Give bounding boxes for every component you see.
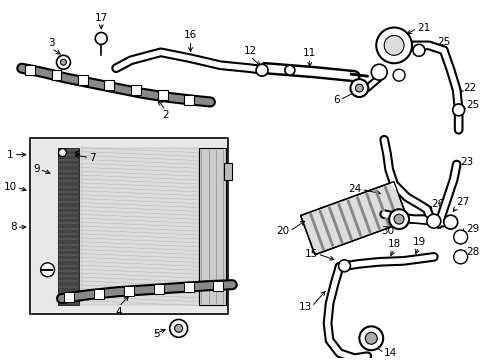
Text: 26: 26	[430, 199, 443, 209]
Bar	[154, 284, 163, 294]
Bar	[32, 140, 226, 312]
Circle shape	[285, 65, 294, 75]
Text: 3: 3	[48, 39, 55, 48]
Bar	[183, 95, 193, 105]
Text: 18: 18	[386, 239, 400, 249]
Text: 30: 30	[381, 226, 393, 236]
Text: 24: 24	[347, 184, 361, 194]
Circle shape	[393, 214, 403, 224]
Bar	[51, 70, 61, 80]
Circle shape	[370, 64, 386, 80]
Circle shape	[61, 59, 66, 65]
Circle shape	[392, 69, 404, 81]
Text: 14: 14	[384, 348, 397, 358]
Circle shape	[443, 215, 457, 229]
Text: 16: 16	[183, 30, 197, 40]
FancyArrow shape	[337, 203, 351, 239]
Bar	[104, 80, 114, 90]
Circle shape	[359, 327, 383, 350]
Circle shape	[57, 55, 70, 69]
Bar	[198, 148, 226, 305]
FancyArrow shape	[328, 207, 342, 243]
Text: 4: 4	[116, 306, 122, 316]
Circle shape	[375, 27, 411, 63]
FancyArrow shape	[374, 190, 389, 226]
Text: 23: 23	[460, 157, 473, 167]
Bar	[81, 148, 198, 305]
Text: 8: 8	[10, 222, 17, 232]
Text: 21: 21	[416, 23, 429, 33]
Bar	[58, 148, 79, 305]
Bar	[300, 181, 407, 255]
Bar	[213, 281, 223, 291]
Circle shape	[174, 324, 182, 332]
Circle shape	[350, 79, 367, 97]
Text: 10: 10	[4, 183, 17, 192]
Text: 28: 28	[466, 247, 479, 257]
Circle shape	[388, 209, 408, 229]
Circle shape	[59, 149, 66, 157]
FancyArrow shape	[384, 186, 398, 222]
FancyArrow shape	[365, 193, 380, 229]
Circle shape	[41, 263, 55, 277]
Text: 15: 15	[304, 249, 317, 259]
Bar	[30, 138, 228, 315]
Circle shape	[365, 332, 376, 344]
Circle shape	[426, 214, 440, 228]
Text: 25: 25	[466, 100, 479, 110]
Text: 1: 1	[7, 150, 14, 159]
Text: 2: 2	[162, 110, 169, 120]
Text: 9: 9	[33, 165, 40, 175]
Text: 12: 12	[243, 46, 256, 56]
Text: 6: 6	[332, 95, 339, 105]
Bar	[124, 286, 134, 296]
Text: 29: 29	[466, 224, 479, 234]
Bar	[158, 90, 167, 100]
Text: 11: 11	[303, 48, 316, 58]
Bar	[300, 181, 407, 255]
Bar	[131, 85, 141, 95]
Bar	[183, 282, 193, 292]
Circle shape	[256, 64, 267, 76]
FancyArrow shape	[319, 210, 333, 246]
Circle shape	[453, 230, 467, 244]
Circle shape	[355, 84, 363, 92]
Circle shape	[384, 35, 403, 55]
Bar	[78, 75, 88, 85]
Text: 25: 25	[436, 37, 449, 48]
Text: 7: 7	[89, 153, 96, 163]
Bar	[64, 292, 74, 302]
Bar	[224, 163, 232, 180]
Circle shape	[95, 32, 107, 44]
Text: 13: 13	[298, 302, 311, 311]
Circle shape	[169, 319, 187, 337]
Bar	[94, 289, 104, 298]
Bar	[25, 65, 35, 75]
FancyArrow shape	[346, 200, 361, 236]
Text: 27: 27	[456, 197, 469, 207]
Text: 5: 5	[153, 329, 159, 339]
Circle shape	[412, 44, 424, 56]
FancyArrow shape	[309, 214, 324, 250]
Text: 19: 19	[411, 237, 425, 247]
Text: 20: 20	[276, 226, 289, 236]
Circle shape	[452, 104, 464, 116]
Circle shape	[453, 250, 467, 264]
FancyArrow shape	[356, 197, 370, 233]
Text: 22: 22	[463, 83, 476, 93]
Text: 17: 17	[94, 13, 107, 23]
Circle shape	[338, 260, 350, 272]
